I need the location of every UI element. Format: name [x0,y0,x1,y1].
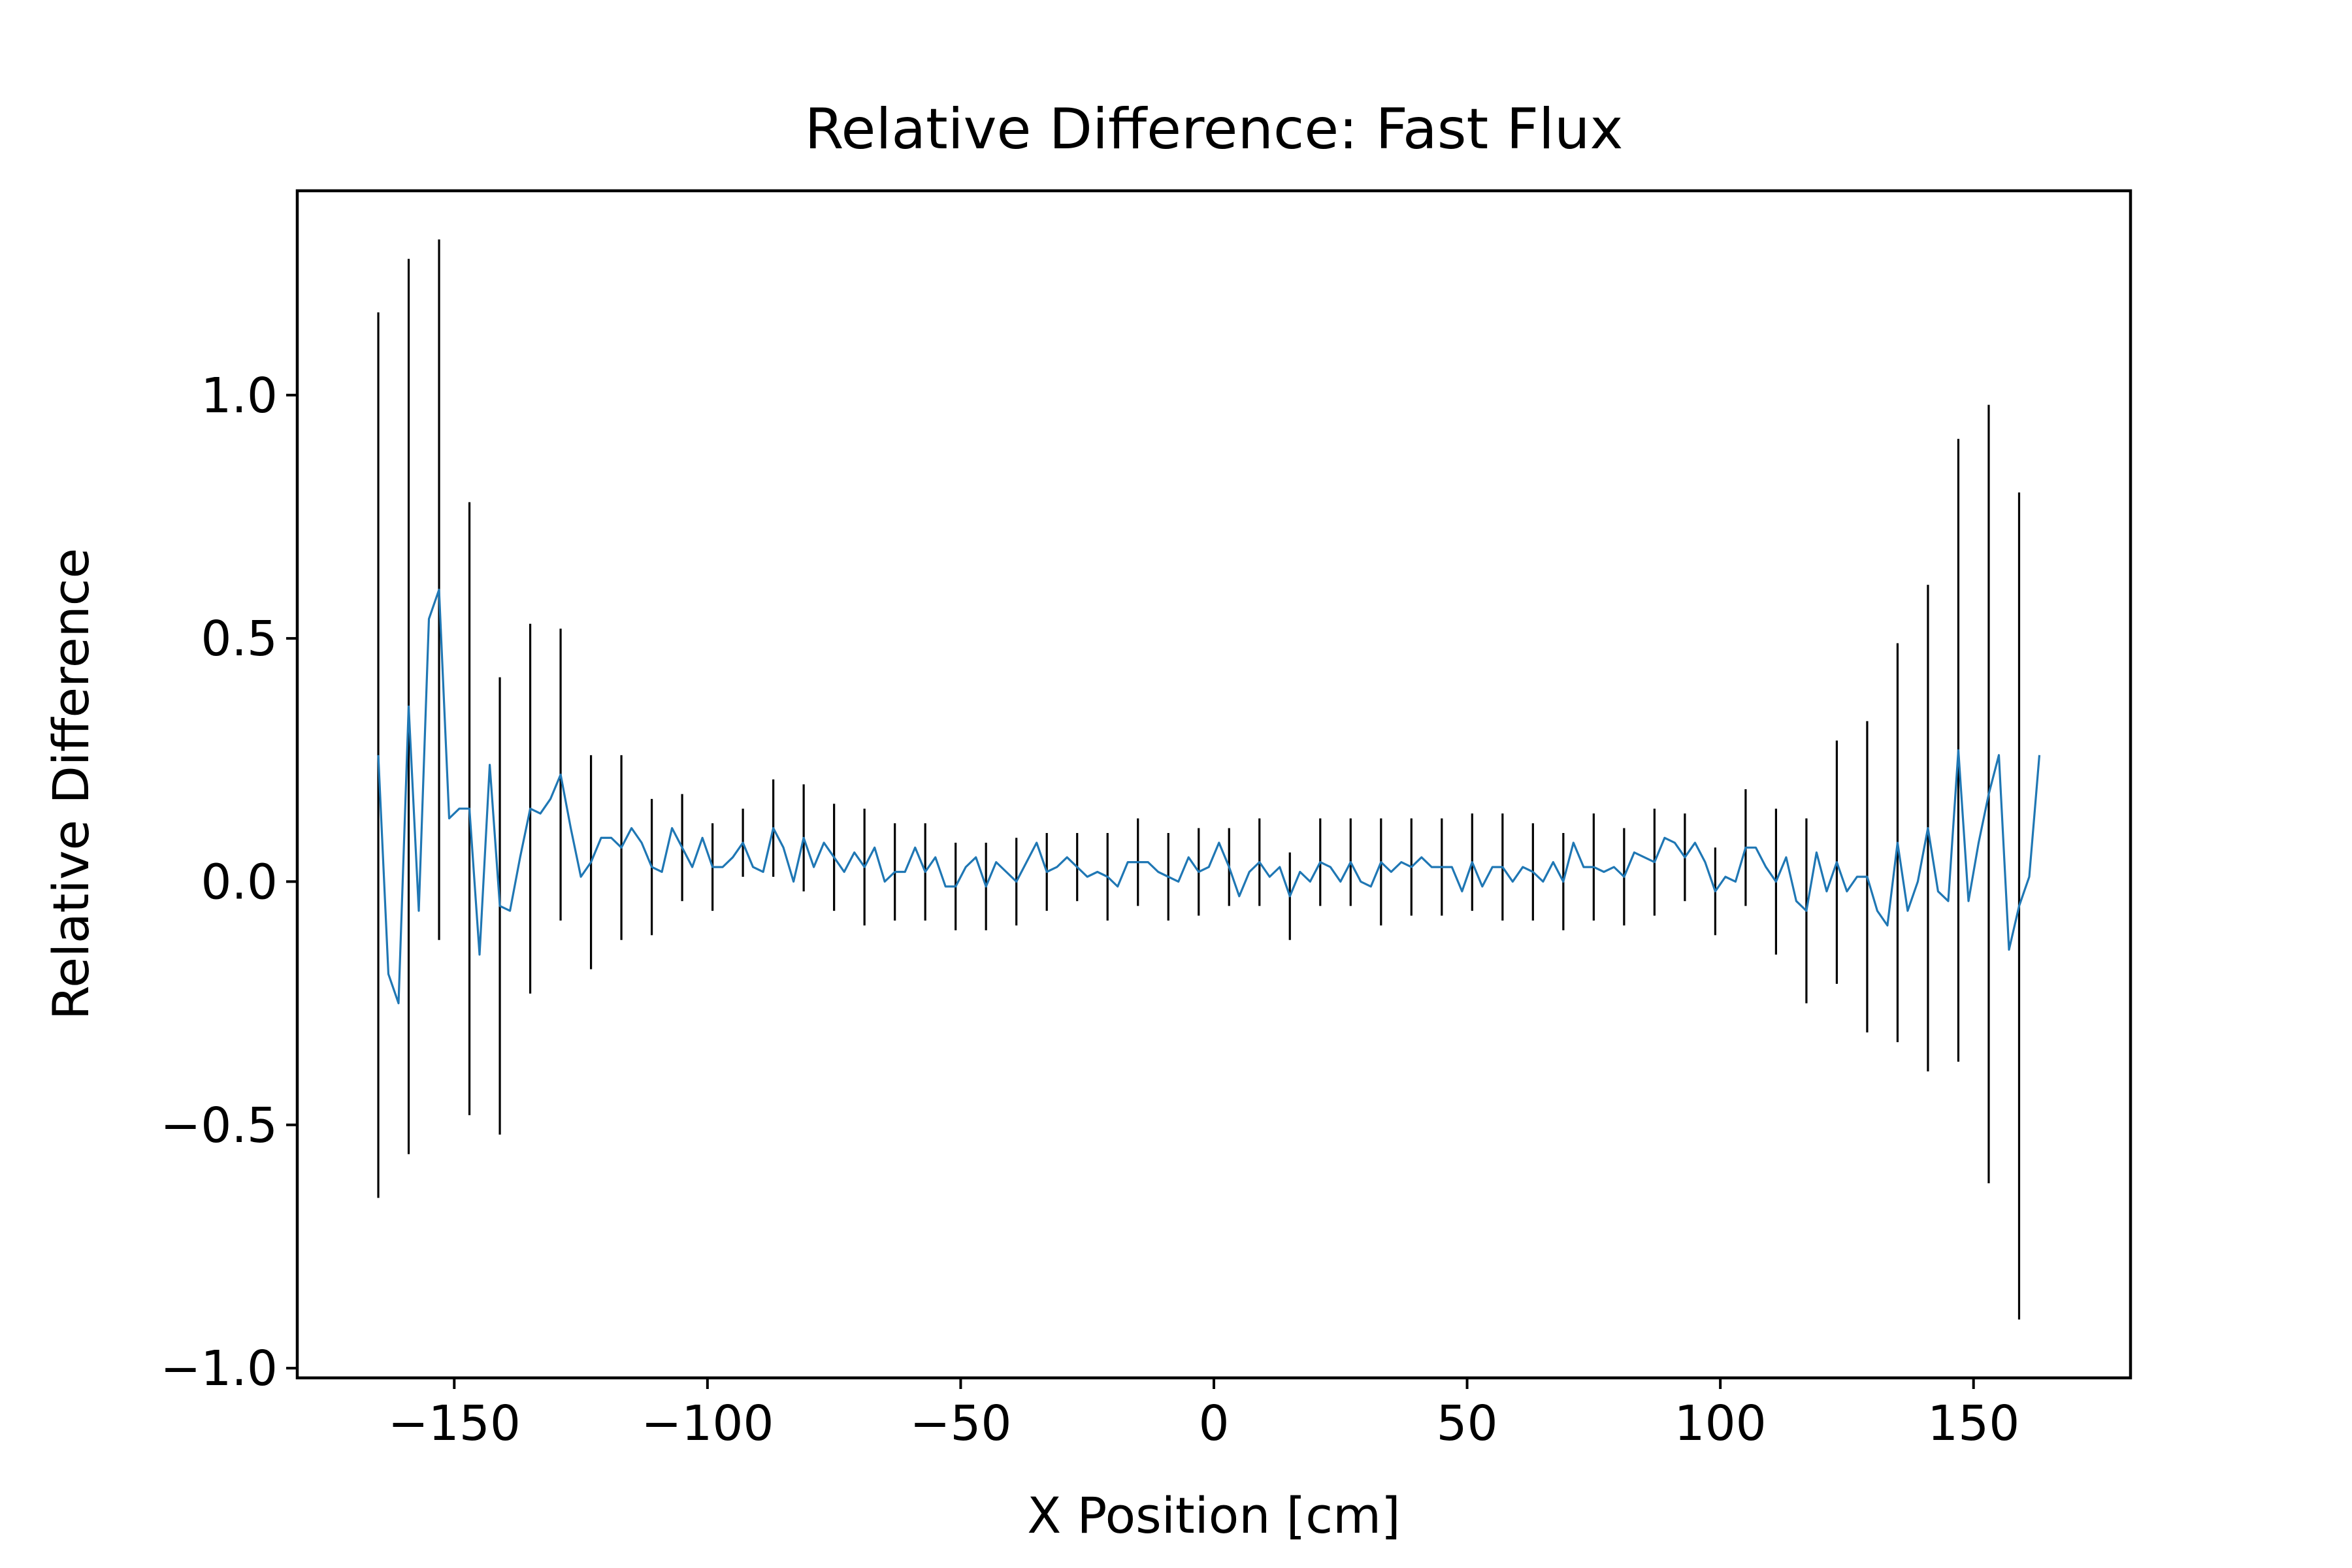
y-tick-label: 0.0 [201,854,278,910]
x-tick-label: 50 [1436,1396,1497,1452]
y-tick-label: 0.5 [201,611,278,667]
x-tick-label: 150 [1927,1396,2019,1452]
series-layer [377,588,2041,1005]
y-tick-label: −1.0 [160,1341,278,1397]
chart-title: Relative Difference: Fast Flux [805,97,1624,162]
y-axis-ticks: −1.0 −0.5 0.0 0.5 1.0 [160,368,297,1397]
x-tick-label: −100 [641,1396,774,1452]
x-tick-label: −150 [388,1396,521,1452]
y-tick-label: 1.0 [201,368,278,424]
y-axis-label: Relative Difference [42,548,100,1020]
x-tick-label: −50 [909,1396,1011,1452]
x-tick-label: 100 [1674,1396,1767,1452]
y-tick-label: −0.5 [160,1098,278,1154]
x-tick-label: 0 [1198,1396,1229,1452]
plot-frame [295,189,2132,1380]
x-axis-label: X Position [cm] [1027,1486,1400,1544]
x-axis-ticks: −150 −100 −50 0 50 100 150 [388,1378,2019,1452]
series-line [377,588,2041,1005]
